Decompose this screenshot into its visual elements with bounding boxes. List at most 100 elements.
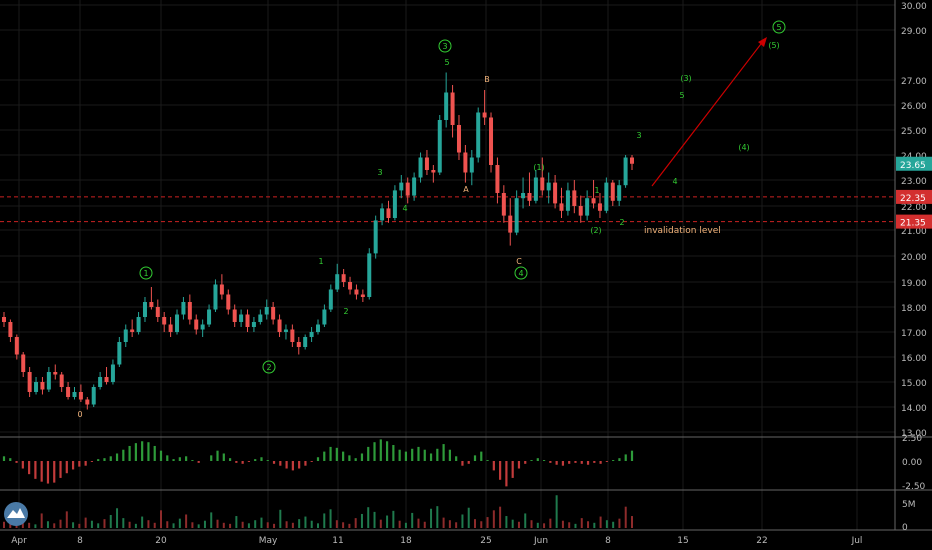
candle-body — [444, 92, 449, 120]
candle-body — [264, 307, 269, 315]
grid — [0, 0, 932, 531]
price-tick: 30.00 — [901, 2, 927, 12]
candle-body — [53, 372, 58, 375]
candle-body — [181, 302, 186, 315]
wave-circle — [139, 266, 153, 280]
time-tick: Jul — [851, 536, 863, 546]
candle-body — [540, 177, 545, 191]
time-tick: Jun — [533, 536, 548, 546]
candle-body — [546, 182, 551, 191]
price-tick: 26.00 — [901, 102, 927, 112]
price-tick: 21.00 — [901, 227, 927, 237]
candle-body — [322, 309, 327, 325]
candle-body — [219, 284, 224, 295]
candle-body — [78, 392, 83, 400]
candle-body — [348, 282, 353, 290]
volume-pane: 5M 0 — [3, 495, 916, 533]
candle-body — [104, 377, 109, 382]
wave-label: (1) — [533, 163, 544, 172]
candle-body — [168, 324, 173, 332]
candle-body — [136, 317, 141, 332]
candle-body — [373, 220, 378, 254]
wave-labels: 1 2 3 4 5 1 2 3 4 5 3 4 5 (1) (2) 2 1 (3) (4) (5) 0 A B C — [77, 20, 786, 419]
candle-body — [200, 324, 205, 330]
projection-line — [651, 39, 765, 187]
candle-body — [367, 253, 372, 297]
candle-body — [508, 215, 513, 233]
wave-label-circled: 2 — [266, 363, 271, 372]
price-tick: 18.00 — [901, 304, 927, 314]
price-tick: 14.00 — [901, 404, 927, 414]
candle-body — [239, 314, 244, 322]
wave-label-circled: 1 — [143, 269, 148, 278]
price-tick: 16.00 — [901, 354, 927, 364]
time-tick: May — [259, 536, 278, 546]
candle-body — [8, 322, 13, 337]
candle-body — [142, 302, 147, 317]
candle-body — [123, 329, 128, 342]
wave-label: 1 — [318, 257, 323, 266]
current-price-label-bg — [896, 156, 932, 171]
candle-body — [380, 208, 385, 221]
oscillator-tick: -2.50 — [902, 482, 926, 492]
horizontal-levels: invalidation level — [0, 196, 895, 236]
price-tick: 15.00 — [901, 379, 927, 389]
current-price-label: 23.65 — [900, 161, 926, 171]
wave-label: 5 — [679, 91, 684, 100]
wave-label: 4 — [402, 204, 407, 213]
wave-label-circled: 4 — [518, 269, 523, 278]
candle-body — [85, 399, 90, 405]
candle-body — [533, 177, 538, 201]
candle-body — [476, 112, 481, 158]
candle-body — [431, 170, 436, 173]
time-axis[interactable]: Apr 8 20 May 11 18 25 Jun 8 15 22 Jul — [11, 536, 862, 546]
wave-label-abc: B — [484, 75, 490, 84]
candle-body — [617, 185, 622, 201]
candle-body — [354, 289, 359, 295]
candle-body — [553, 182, 558, 204]
candle-body — [258, 314, 263, 322]
candle-body — [213, 284, 218, 310]
candle-body — [303, 337, 308, 347]
candle-body — [489, 117, 494, 165]
candle-body — [501, 193, 506, 216]
candle-body — [283, 329, 288, 332]
candle-body — [360, 294, 365, 297]
candle-body — [418, 157, 423, 178]
wave-label: 2 — [343, 307, 348, 316]
candle-body — [597, 203, 602, 211]
wave-circle — [262, 360, 276, 374]
price-tick: 17.00 — [901, 329, 927, 339]
candle-body — [386, 208, 391, 218]
candle-body — [162, 317, 167, 325]
candle-body — [187, 302, 192, 320]
wave-circle — [438, 39, 452, 53]
candle-body — [98, 377, 103, 387]
candle-body — [91, 387, 96, 405]
oscillator-tick: 0.00 — [902, 458, 922, 468]
wave-label: 4 — [672, 177, 677, 186]
level-price-label-bg — [896, 189, 932, 204]
candle-body — [130, 329, 135, 332]
candle-body — [559, 203, 564, 211]
candle-body — [482, 112, 487, 118]
candle-body — [585, 198, 590, 216]
candle-body — [46, 372, 51, 390]
time-tick: 8 — [605, 536, 611, 546]
price-axis[interactable]: 30.0029.0027.0026.0025.0024.0023.0022.00… — [896, 2, 932, 439]
price-tick: 23.00 — [901, 177, 927, 187]
wave-label: 1 — [594, 186, 599, 195]
candle-body — [495, 165, 500, 193]
candle-body — [110, 364, 115, 382]
candle-body — [463, 152, 468, 173]
time-tick: Apr — [11, 536, 27, 546]
wave-label: 5 — [444, 58, 449, 67]
level-price-label-bg — [896, 214, 932, 229]
time-tick: 25 — [480, 536, 491, 546]
candle-body — [591, 198, 596, 204]
candle-body — [40, 382, 45, 390]
level-price-label: 21.35 — [900, 219, 926, 229]
candle-body — [14, 337, 19, 355]
